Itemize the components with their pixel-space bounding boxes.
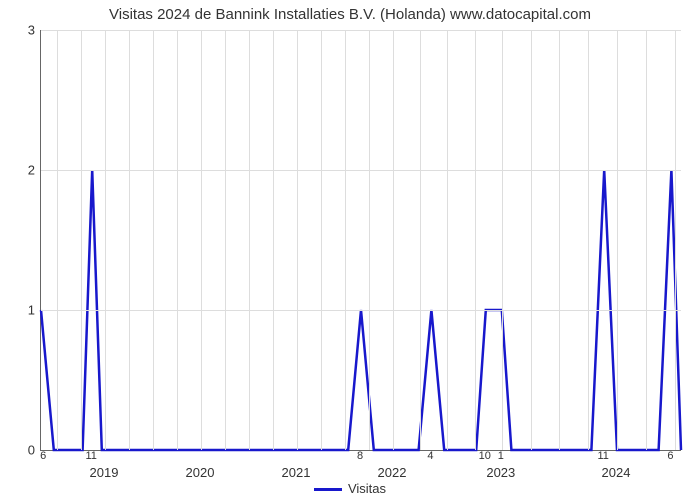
x-year-label: 2023: [486, 465, 515, 480]
gridline-v-minor: [225, 30, 226, 450]
gridline-v-minor: [447, 30, 448, 450]
y-tick-label: 1: [20, 303, 35, 318]
gridline-v-minor: [675, 30, 676, 450]
gridline-v-minor: [531, 30, 532, 450]
x-value-label: 6: [40, 450, 46, 462]
x-value-label: 11: [597, 450, 608, 462]
legend-label: Visitas: [348, 481, 386, 496]
gridline-h: [41, 30, 681, 31]
x-value-label: 4: [427, 450, 433, 462]
x-year-label: 2020: [186, 465, 215, 480]
gridline-v-minor: [321, 30, 322, 450]
gridline-v-minor: [588, 30, 589, 450]
gridline-v: [393, 30, 394, 450]
gridline-v-minor: [273, 30, 274, 450]
chart-title: Visitas 2024 de Bannink Installaties B.V…: [0, 6, 700, 23]
x-year-label: 2021: [282, 465, 311, 480]
gridline-v: [617, 30, 618, 450]
gridline-h: [41, 310, 681, 311]
gridline-v-minor: [249, 30, 250, 450]
x-value-label: 1: [498, 450, 504, 462]
gridline-v-minor: [57, 30, 58, 450]
y-tick-label: 3: [20, 23, 35, 38]
gridline-v-minor: [420, 30, 421, 450]
x-year-label: 2024: [602, 465, 631, 480]
gridline-v-minor: [345, 30, 346, 450]
y-tick-label: 0: [20, 443, 35, 458]
gridline-v-minor: [475, 30, 476, 450]
y-tick-label: 2: [20, 163, 35, 178]
x-value-label: 8: [357, 450, 363, 462]
gridline-v: [502, 30, 503, 450]
legend-swatch: [314, 488, 342, 491]
line-series: [41, 30, 681, 450]
gridline-v: [201, 30, 202, 450]
legend: Visitas: [0, 481, 700, 496]
x-year-label: 2022: [378, 465, 407, 480]
gridline-v-minor: [559, 30, 560, 450]
gridline-v: [105, 30, 106, 450]
gridline-v-minor: [153, 30, 154, 450]
gridline-v-minor: [646, 30, 647, 450]
gridline-v-minor: [129, 30, 130, 450]
gridline-v-minor: [369, 30, 370, 450]
x-value-label: 6: [667, 450, 673, 462]
gridline-v-minor: [81, 30, 82, 450]
x-value-label: 10: [479, 450, 491, 462]
gridline-v-minor: [177, 30, 178, 450]
x-year-label: 2019: [90, 465, 119, 480]
x-value-label: 11: [85, 450, 96, 462]
gridline-v: [297, 30, 298, 450]
gridline-h: [41, 170, 681, 171]
chart-container: Visitas 2024 de Bannink Installaties B.V…: [0, 0, 700, 500]
plot-area: [40, 30, 681, 451]
